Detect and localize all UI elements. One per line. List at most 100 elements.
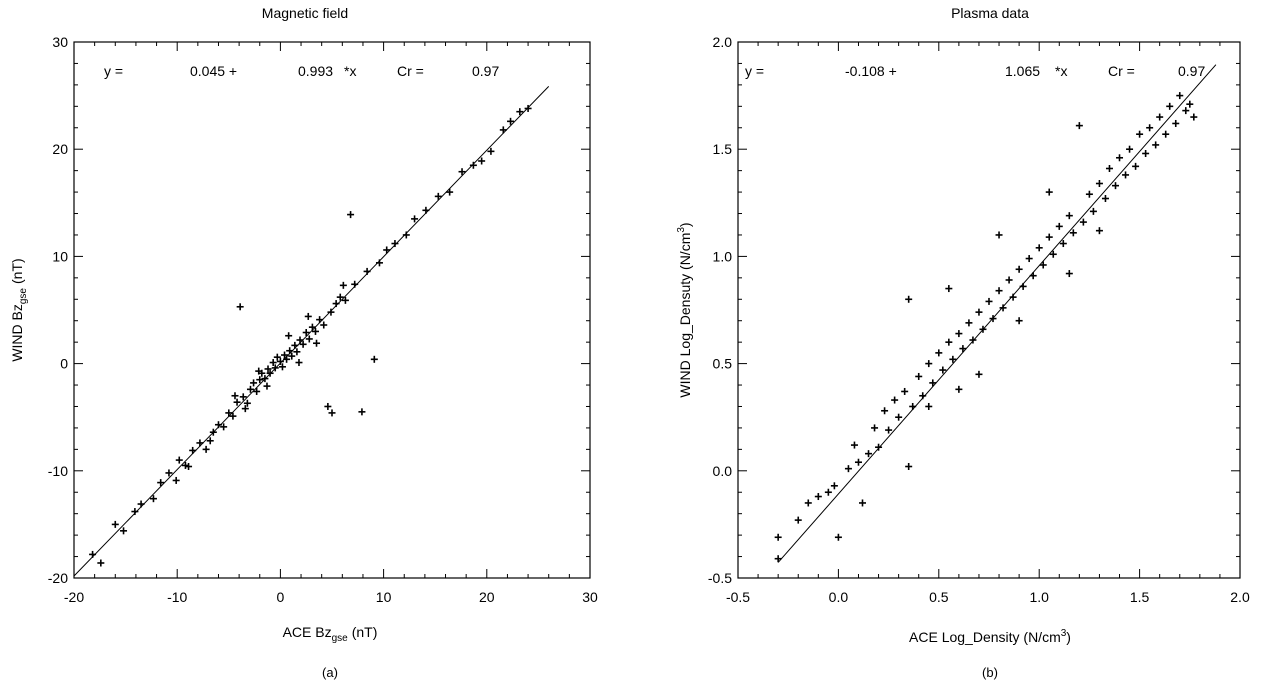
y-tick-label: 20 <box>52 141 68 157</box>
data-point <box>1079 218 1087 226</box>
data-point <box>220 423 228 431</box>
data-point <box>273 353 281 361</box>
data-point <box>241 405 249 413</box>
data-point <box>830 482 838 490</box>
fit-equation: y = 0.045 + 0.993 *x Cr = 0.97 <box>104 63 499 79</box>
data-point <box>1126 145 1134 153</box>
data-point <box>1172 119 1180 127</box>
data-point <box>313 339 321 347</box>
data-point <box>320 321 328 329</box>
x-tick-label: -10 <box>167 589 187 605</box>
data-point <box>196 439 204 447</box>
panel-magnetic-field: Magnetic field -20 -10 0 10 20 30 -20 -10 0 10 20… <box>9 5 598 680</box>
x-tick-labels: -0.5 0.0 0.5 1.0 1.5 2.0 <box>726 589 1250 605</box>
data-point <box>1186 100 1194 108</box>
data-point <box>253 387 261 395</box>
data-point <box>1085 190 1093 198</box>
data-point <box>255 367 263 375</box>
data-point <box>1005 276 1013 284</box>
data-point <box>965 319 973 327</box>
data-point <box>939 366 947 374</box>
data-point <box>239 393 247 401</box>
data-point <box>411 215 419 223</box>
data-point <box>111 520 119 528</box>
data-point <box>189 446 197 454</box>
data-point <box>1055 222 1063 230</box>
data-point <box>885 426 893 434</box>
y-tick-label: 10 <box>52 248 68 264</box>
chart-title: Magnetic field <box>262 5 348 21</box>
data-point <box>1122 171 1130 179</box>
y-tick-label: -20 <box>48 570 68 586</box>
plot-frame <box>73 41 591 579</box>
data-point <box>149 495 157 503</box>
data-point <box>231 392 239 400</box>
data-point <box>1095 180 1103 188</box>
y-tick-labels: -20 -10 0 10 20 30 <box>48 34 68 586</box>
equation-times-x: *x <box>1055 63 1067 79</box>
data-point <box>1146 124 1154 132</box>
data-point <box>358 408 366 416</box>
data-point <box>131 508 139 516</box>
data-point <box>969 336 977 344</box>
data-point <box>302 329 310 337</box>
data-points <box>89 104 532 567</box>
data-point <box>236 303 244 311</box>
data-point <box>959 345 967 353</box>
data-point <box>865 450 873 458</box>
data-point <box>281 351 289 359</box>
x-tick-label: -0.5 <box>726 589 750 605</box>
data-point <box>1015 317 1023 325</box>
data-points <box>774 92 1198 563</box>
fit-equation: y = -0.108 + 1.065 *x Cr = 0.97 <box>745 63 1205 79</box>
data-point <box>311 327 319 335</box>
panel-label: (b) <box>982 665 998 680</box>
data-point <box>175 456 183 464</box>
data-point <box>834 533 842 541</box>
data-point <box>774 555 782 563</box>
data-point <box>1065 212 1073 220</box>
data-point <box>995 231 1003 239</box>
data-point <box>1095 227 1103 235</box>
data-point <box>293 348 301 356</box>
data-point <box>288 352 296 360</box>
data-point <box>1039 261 1047 269</box>
data-point <box>858 499 866 507</box>
data-point <box>264 365 272 373</box>
data-point <box>901 387 909 395</box>
data-point <box>304 312 312 320</box>
data-point <box>299 340 307 348</box>
x-tick-label: 10 <box>376 589 392 605</box>
data-point <box>955 330 963 338</box>
y-tick-label: 2.0 <box>713 34 733 50</box>
equation-cr-label: Cr = <box>397 63 424 79</box>
x-tick-label: 1.5 <box>1130 589 1150 605</box>
data-point <box>341 296 349 304</box>
tick-marks <box>73 41 591 579</box>
data-point <box>955 385 963 393</box>
data-point <box>824 488 832 496</box>
y-axis-label: WIND Bzgse(nT) <box>9 258 29 361</box>
data-point <box>871 424 879 432</box>
tick-marks <box>737 41 1241 579</box>
data-point <box>1075 122 1083 130</box>
data-point <box>1190 113 1198 121</box>
data-point <box>1065 270 1073 278</box>
data-point <box>336 293 344 301</box>
data-point <box>794 516 802 524</box>
data-point <box>370 355 378 363</box>
data-point <box>446 188 454 196</box>
data-point <box>814 493 822 501</box>
data-point <box>487 147 495 155</box>
data-point <box>985 297 993 305</box>
data-point <box>347 211 355 219</box>
equation-cr: 0.97 <box>1178 63 1205 79</box>
data-point <box>929 379 937 387</box>
y-tick-label: 30 <box>52 34 68 50</box>
data-point <box>1152 141 1160 149</box>
data-point <box>185 463 193 471</box>
data-point <box>165 469 173 477</box>
data-point <box>1059 240 1067 248</box>
data-point <box>1116 154 1124 162</box>
